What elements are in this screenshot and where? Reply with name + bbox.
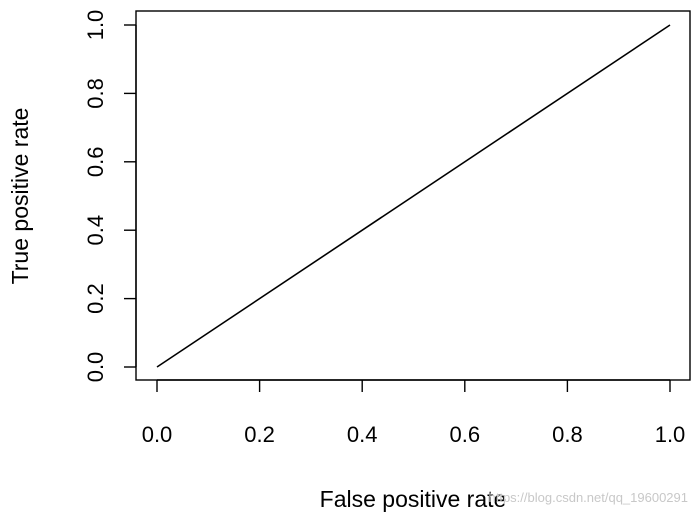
watermark-text: https://blog.csdn.net/qq_19600291	[489, 490, 689, 505]
y-axis-title: True positive rate	[7, 108, 33, 285]
x-tick-label: 0.6	[450, 422, 481, 447]
y-tick-label: 0.6	[83, 147, 108, 178]
y-tick-label: 0.4	[83, 215, 108, 246]
x-tick-label: 0.0	[142, 422, 173, 447]
x-tick-label: 0.2	[244, 422, 275, 447]
y-tick-label: 1.0	[83, 10, 108, 41]
x-tick-label: 0.4	[347, 422, 378, 447]
series-layer	[156, 24, 671, 368]
y-tick-label: 0.0	[83, 352, 108, 383]
x-tick-label: 1.0	[655, 422, 686, 447]
x-tick-label: 0.8	[552, 422, 583, 447]
x-axis-title: False positive rate	[320, 486, 507, 512]
y-tick-label: 0.2	[83, 283, 108, 314]
x-axis: 0.0 0.2 0.4 0.6 0.8 1.0	[142, 379, 686, 447]
roc-curve-line	[156, 24, 671, 368]
y-axis: 0.0 0.2 0.4 0.6 0.8 1.0	[83, 10, 137, 383]
y-tick-label: 0.8	[83, 78, 108, 109]
